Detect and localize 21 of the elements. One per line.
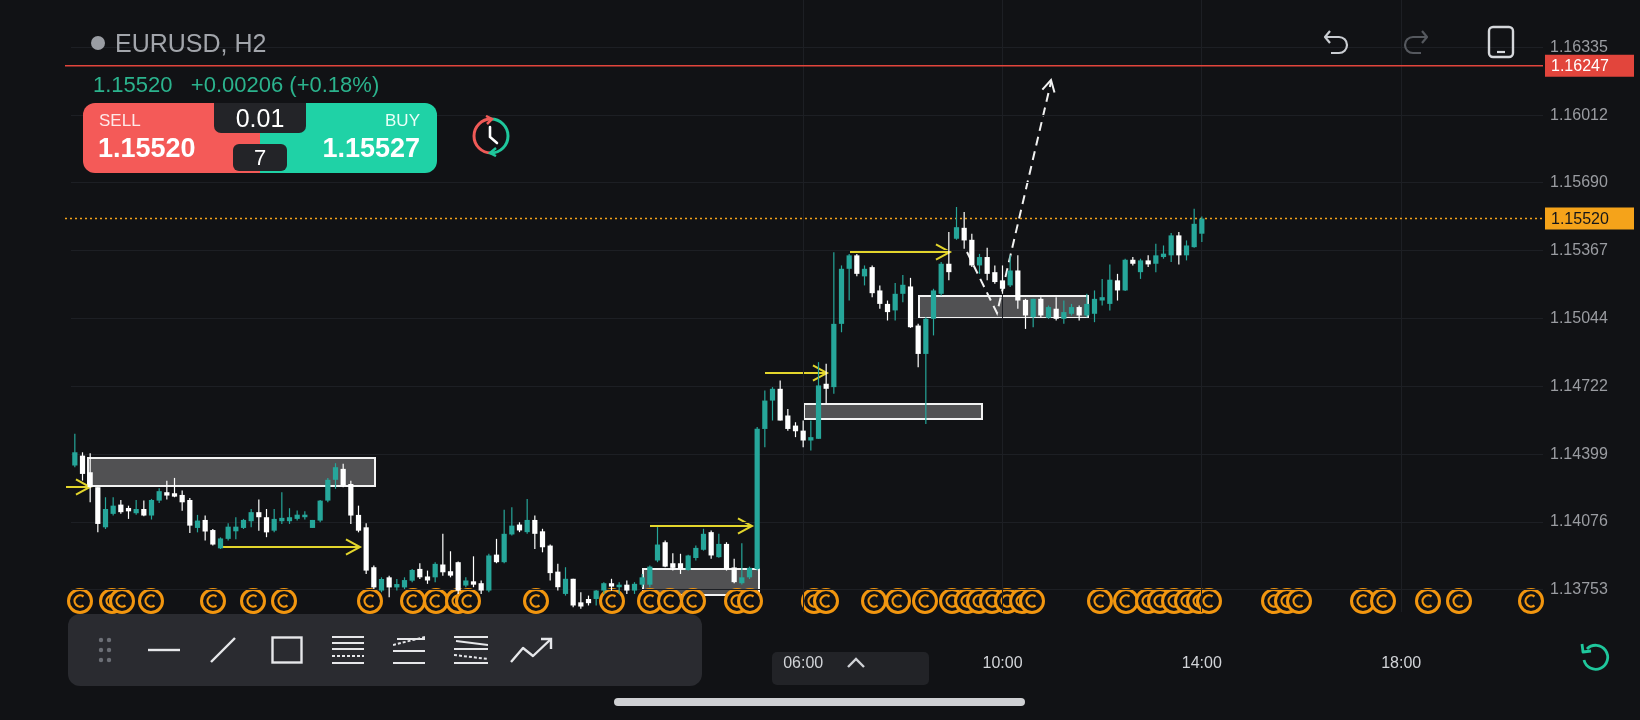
x-tick-label: 10:00 (982, 654, 1023, 672)
x-tick-label: 06:00 (783, 654, 824, 672)
y-tick-label: 1.15367 (1550, 241, 1608, 259)
y-tick-label: 1.14399 (1550, 444, 1608, 462)
ref-line-label: 1.15520 (1551, 209, 1609, 227)
annotation: BUY (385, 111, 420, 130)
ref-line-label: 1.16247 (1551, 57, 1609, 75)
text: 1.15520 +0.00206 (+0.18%) (93, 72, 380, 97)
annotation: SELL (99, 111, 141, 130)
y-tick-label: 1.15044 (1550, 309, 1608, 327)
y-tick-label: 1.16335 (1550, 37, 1608, 55)
y-tick-label: 1.16012 (1550, 105, 1608, 123)
x-tick-label: 14:00 (1181, 654, 1222, 672)
x-tick-label: 18:00 (1381, 654, 1422, 672)
annotation: 1.15527 (322, 133, 420, 163)
text: EURUSD, H2 (115, 29, 267, 57)
y-tick-label: 1.14722 (1550, 376, 1608, 394)
y-tick-label: 1.14076 (1550, 512, 1608, 530)
annotation: 1.15520 (98, 133, 196, 163)
y-tick-label: 1.13753 (1550, 580, 1608, 598)
y-tick-label: 1.15690 (1550, 173, 1608, 191)
